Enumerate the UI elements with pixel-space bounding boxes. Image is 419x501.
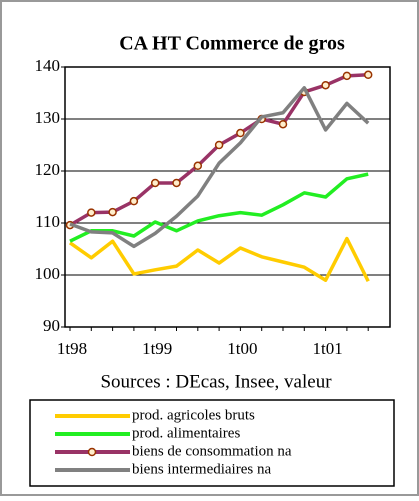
y-tick-label: 90 xyxy=(43,316,60,335)
point xyxy=(214,140,224,150)
point xyxy=(342,71,352,81)
point xyxy=(150,178,160,188)
point xyxy=(87,208,96,217)
point xyxy=(363,70,373,80)
point xyxy=(278,119,288,129)
chart-title: CA HT Commerce de gros xyxy=(119,33,345,55)
plot-area xyxy=(65,67,390,327)
plot-border xyxy=(64,66,391,328)
line-series xyxy=(69,86,370,249)
legend-label: prod. alimentaires xyxy=(132,425,240,441)
y-tick-label: 110 xyxy=(35,212,60,231)
y-tick-label: 130 xyxy=(35,108,61,127)
point xyxy=(129,196,139,206)
point xyxy=(108,207,117,217)
line-series xyxy=(69,172,369,243)
legend-label: biens intermediaires na xyxy=(132,461,271,477)
point xyxy=(236,128,245,138)
y-tick-label: 120 xyxy=(35,160,61,179)
annotation: Sources : DEcas, Insee, valeur xyxy=(100,371,332,392)
x-tick-label: 1t99 xyxy=(142,339,172,358)
y-tick-label: 100 xyxy=(35,264,61,283)
y-tick-label: 140 xyxy=(35,56,61,75)
point xyxy=(193,161,203,171)
x-tick-label: 1t01 xyxy=(312,339,342,358)
legend-label: prod. agricoles bruts xyxy=(132,407,255,423)
point xyxy=(321,80,330,90)
line-series xyxy=(68,236,370,283)
legend-marker xyxy=(87,447,97,457)
point xyxy=(172,178,181,188)
x-tick-label: 1t98 xyxy=(57,339,87,358)
legend-label: biens de consommation na xyxy=(132,443,292,459)
x-tick-label: 1t00 xyxy=(227,339,257,358)
